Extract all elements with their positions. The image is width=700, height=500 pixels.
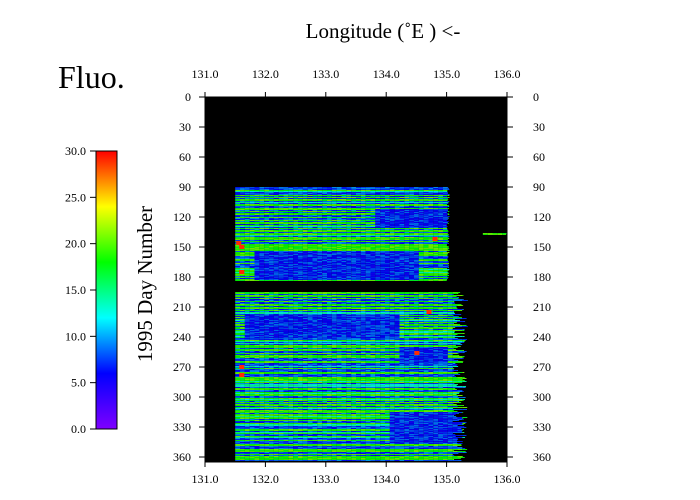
data-tracks: [235, 187, 507, 461]
x-axis-title: Longitude (˚E ) <-: [306, 19, 461, 43]
track-block: [235, 292, 468, 461]
chart-title: Fluo.: [58, 59, 125, 95]
track-block: [235, 187, 450, 281]
y-axis-title: 1995 Day Number: [133, 206, 157, 362]
